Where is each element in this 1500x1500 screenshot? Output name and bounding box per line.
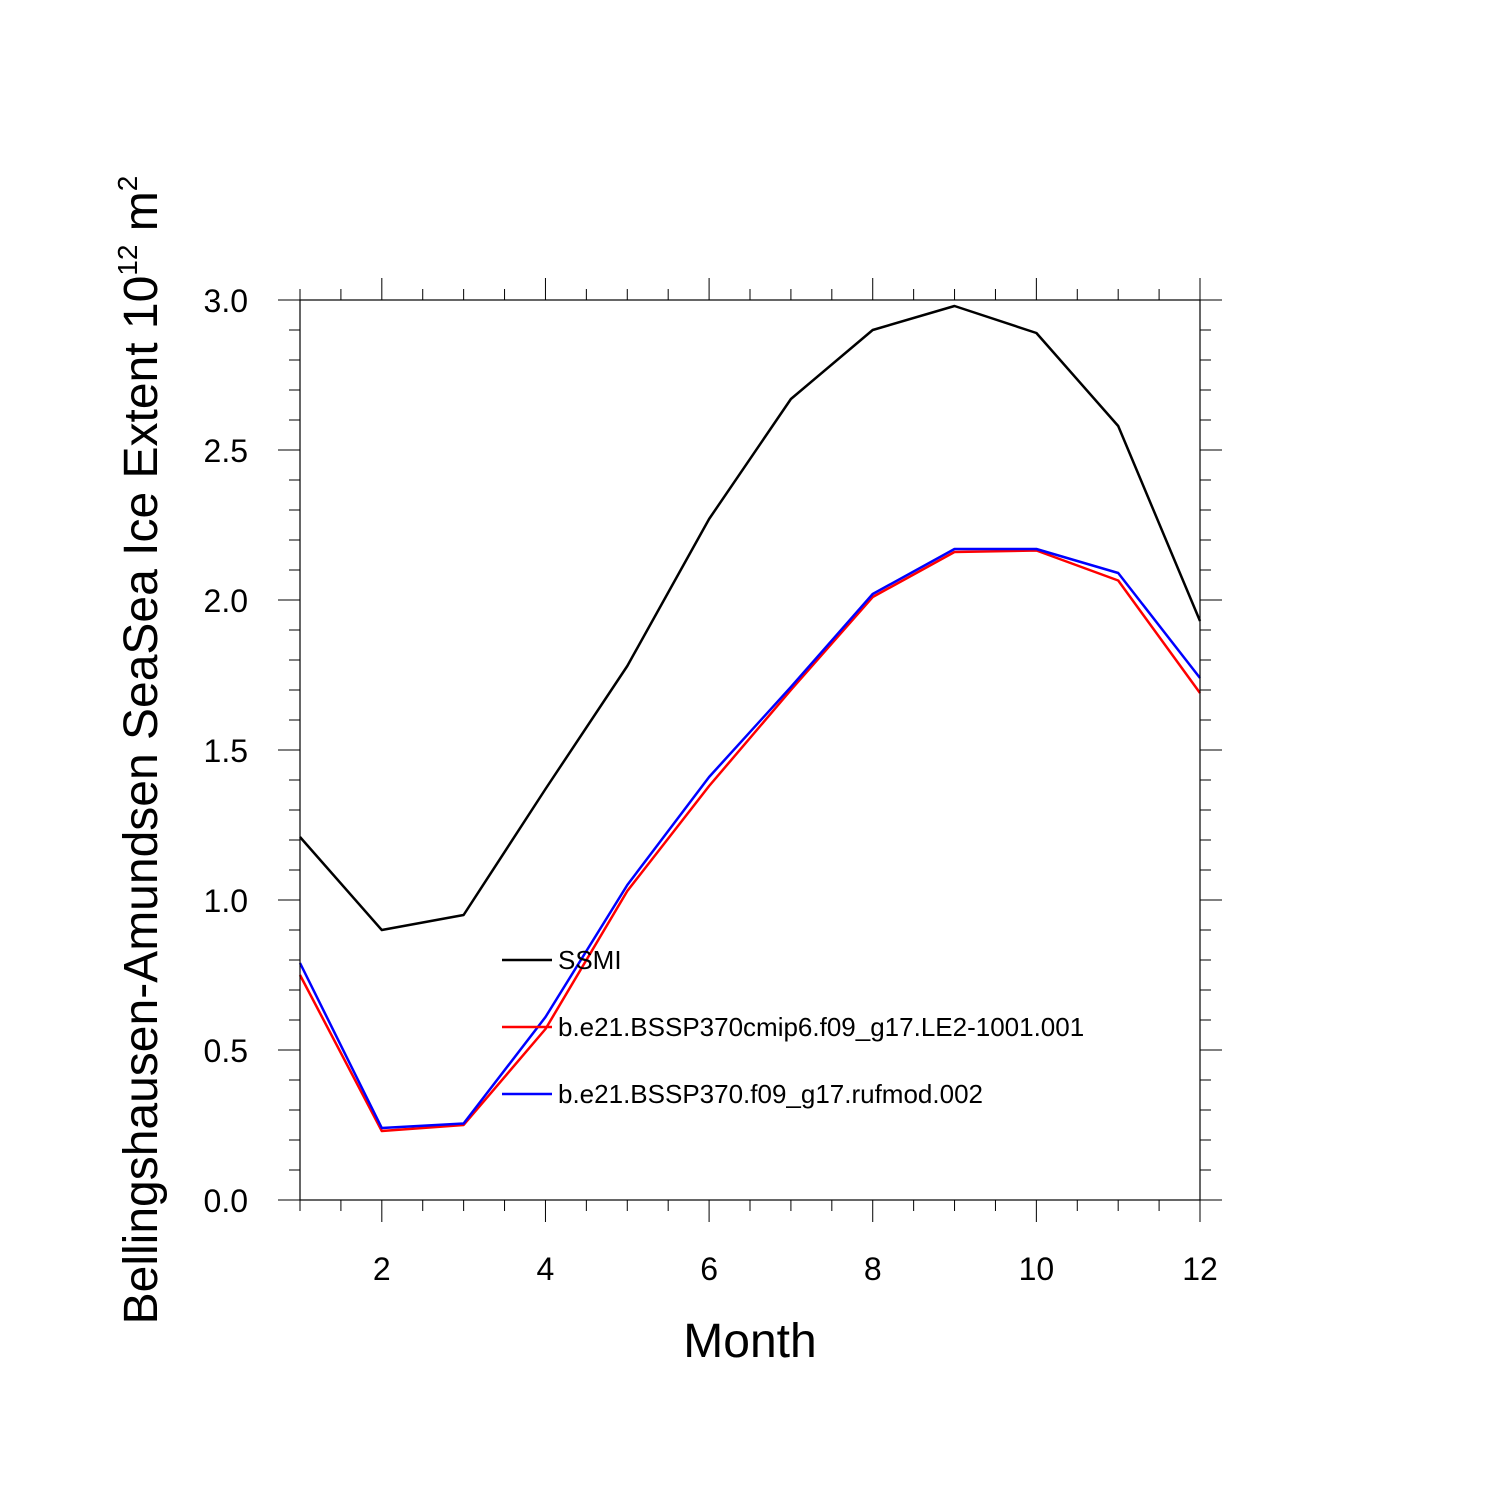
y-tick-labels: 0.0 0.5 1.0 1.5 2.0 2.5 3.0 — [204, 283, 248, 1219]
series-line-1 — [299, 304, 1202, 932]
x-tick-label: 2 — [373, 1251, 391, 1287]
y-tick-label: 1.5 — [204, 733, 248, 769]
y-tick-label: 0.5 — [204, 1033, 248, 1069]
x-tick-labels: 2 4 6 8 10 12 — [373, 1251, 1218, 1287]
y-tick-label: 3.0 — [204, 283, 248, 319]
y-axis-title-unit-exponent: 2 — [112, 176, 143, 192]
y-axis-title: Bellingshausen-Amundsen SeaSea Ice Exten… — [112, 176, 168, 1325]
x-tick-label: 10 — [1019, 1251, 1055, 1287]
y-tick-label: 2.0 — [204, 583, 248, 619]
x-tick-label: 8 — [864, 1251, 882, 1287]
legend: SSMI b.e21.BSSP370cmip6.f09_g17.LE2-1001.… — [502, 945, 1084, 1109]
x-tick-label: 12 — [1182, 1251, 1218, 1287]
y-axis-title-exponent: 12 — [112, 245, 143, 276]
plot-frame — [299, 299, 1201, 1201]
legend-label-1: SSMI — [558, 945, 622, 975]
x-tick-label: 4 — [537, 1251, 555, 1287]
axis-ticks — [278, 278, 1222, 1222]
series-line-3 — [298, 547, 1201, 1130]
y-tick-label: 0.0 — [204, 1183, 248, 1219]
y-tick-label: 2.5 — [204, 433, 248, 469]
legend-label-3: b.e21.BSSP370.f09_g17.rufmod.002 — [558, 1079, 983, 1109]
y-tick-label: 1.0 — [204, 883, 248, 919]
y-axis-title-unit: m — [115, 191, 168, 244]
y-axis-title-main: Bellingshausen-Amundsen SeaSea Ice Exten… — [115, 276, 168, 1325]
legend-label-2: b.e21.BSSP370cmip6.f09_g17.LE2-1001.001 — [558, 1012, 1084, 1042]
series-line-2 — [298, 549, 1202, 1133]
series-lines — [298, 304, 1202, 1133]
x-axis-title: Month — [683, 1315, 816, 1368]
x-tick-label: 6 — [700, 1251, 718, 1287]
